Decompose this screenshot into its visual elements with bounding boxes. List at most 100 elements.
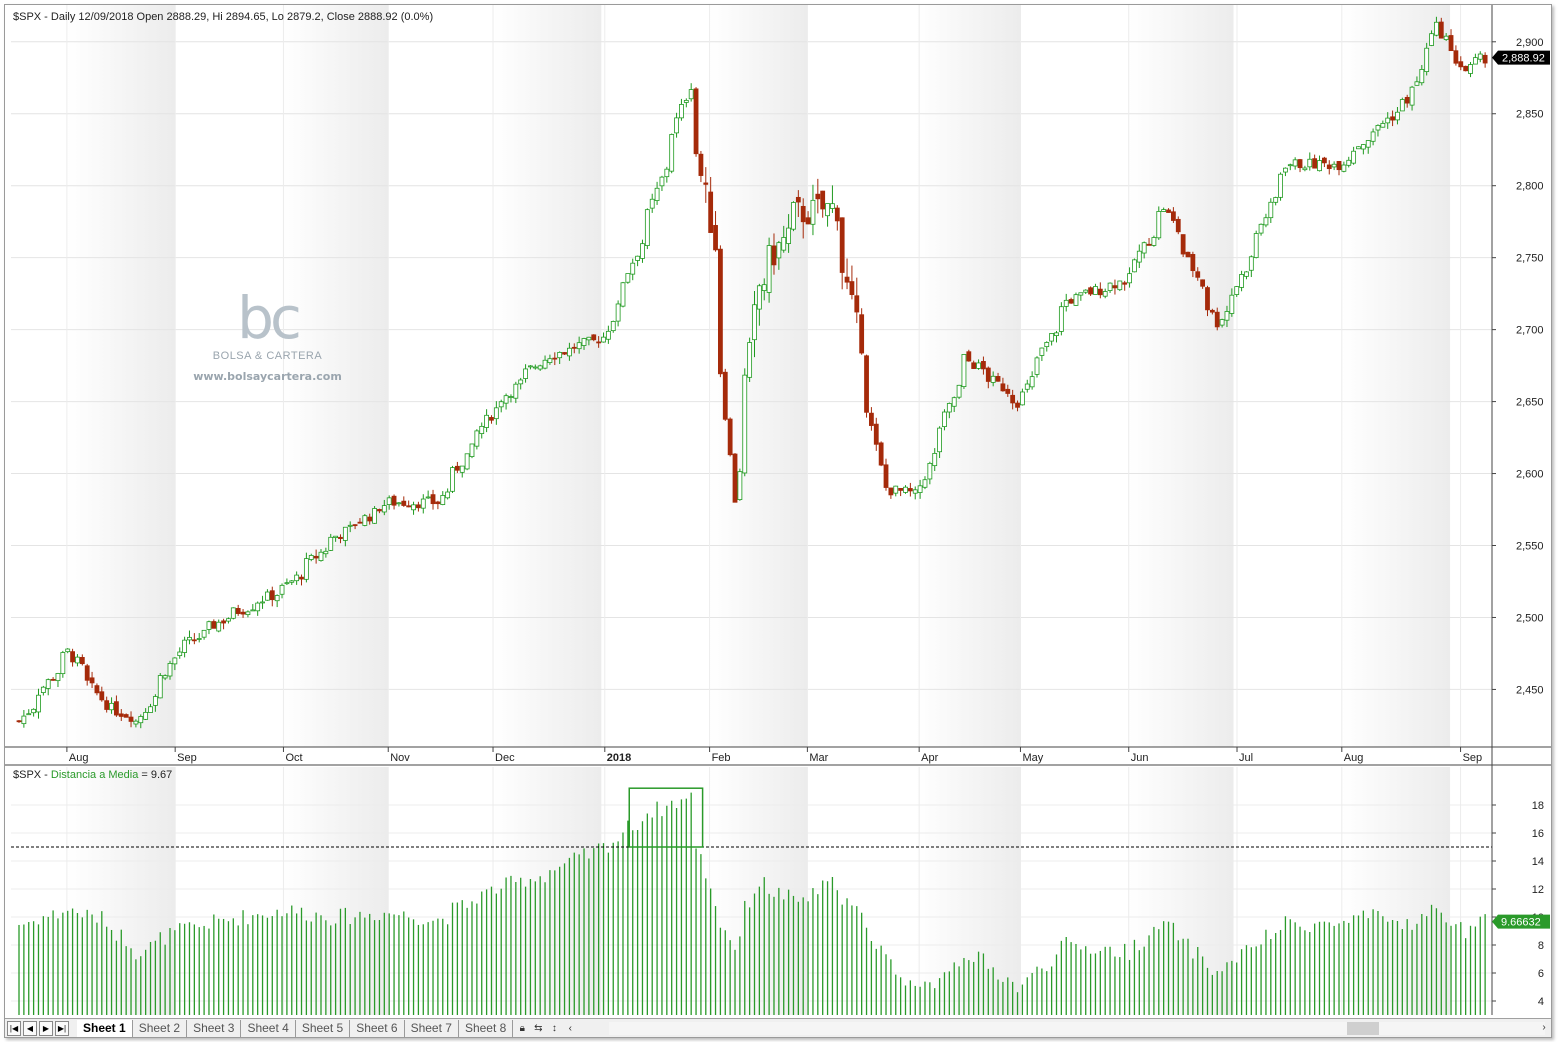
y-tick-label: 2,650 xyxy=(1516,397,1544,409)
candle xyxy=(971,360,977,369)
candle xyxy=(1448,29,1454,52)
month-band xyxy=(279,5,389,747)
candle xyxy=(591,334,597,342)
candle xyxy=(586,336,592,346)
candle xyxy=(1063,293,1069,312)
scrollbar-thumb[interactable] xyxy=(1347,1022,1379,1035)
candle xyxy=(40,685,46,696)
chart-svg: 2,450 2,500 2,550 2,600 2,650 2,700 2,750 2,800… xyxy=(5,5,1551,1015)
tab-sheet-7[interactable]: Sheet 7 xyxy=(405,1020,459,1037)
indicator-value: = 9.67 xyxy=(138,769,172,781)
candle xyxy=(148,703,153,713)
candle xyxy=(508,394,514,403)
prev-sheet-button[interactable]: ◀ xyxy=(23,1021,37,1036)
candle xyxy=(518,377,524,390)
candle xyxy=(206,620,212,635)
sync-cursor-icon[interactable]: ↕ xyxy=(551,1022,557,1034)
candle xyxy=(649,193,655,213)
tab-sheet-6[interactable]: Sheet 6 xyxy=(350,1020,405,1037)
tab-sheet-2[interactable]: Sheet 2 xyxy=(133,1020,188,1037)
candle xyxy=(250,604,256,612)
candle xyxy=(416,501,421,512)
candle xyxy=(532,364,538,370)
candle xyxy=(1190,251,1196,278)
scroll-right-icon[interactable]: › xyxy=(1542,1022,1546,1033)
candle xyxy=(347,521,353,533)
candle xyxy=(1180,234,1186,257)
candle xyxy=(454,461,460,473)
candle xyxy=(464,453,470,471)
candle xyxy=(547,354,553,365)
candle xyxy=(1258,223,1264,236)
candle xyxy=(152,694,158,712)
candle xyxy=(1477,51,1483,63)
candle xyxy=(75,654,80,667)
candle xyxy=(138,714,144,729)
candle xyxy=(1136,244,1142,268)
last-sheet-button[interactable]: ▶| xyxy=(55,1021,69,1036)
lock-icon[interactable]: 🔒︎ xyxy=(519,1022,525,1034)
candle xyxy=(859,308,865,355)
x-tick-label: Oct xyxy=(285,752,302,764)
tab-sheet-4[interactable]: Sheet 4 xyxy=(241,1020,296,1037)
candle xyxy=(318,549,324,562)
candle xyxy=(31,708,37,717)
candle xyxy=(1224,305,1230,328)
candle xyxy=(513,381,519,404)
candle xyxy=(1229,288,1235,317)
candle xyxy=(333,535,339,542)
candle xyxy=(688,83,694,102)
candle xyxy=(795,190,801,217)
candle xyxy=(1253,230,1259,259)
main-chart-title: $SPX - Daily 12/09/2018 Open 2888.29, Hi… xyxy=(13,11,433,23)
candle xyxy=(1453,45,1459,66)
candle xyxy=(1234,286,1240,297)
candle xyxy=(118,709,124,721)
candle xyxy=(377,508,382,514)
candle xyxy=(523,364,528,383)
x-tick-label: Apr xyxy=(921,752,938,764)
candle xyxy=(1195,267,1201,281)
candle xyxy=(1399,97,1405,112)
candle xyxy=(352,524,358,530)
x-tick-label: Sep xyxy=(177,752,197,764)
candle xyxy=(1019,388,1025,406)
candle xyxy=(182,636,188,658)
horizontal-scrollbar[interactable] xyxy=(609,1022,1545,1035)
candle xyxy=(381,499,387,516)
tab-sheet-8[interactable]: Sheet 8 xyxy=(459,1020,514,1037)
candle xyxy=(109,697,114,714)
y-tick-label: 2,700 xyxy=(1516,325,1544,337)
candle xyxy=(679,98,684,121)
next-sheet-button[interactable]: ▶ xyxy=(39,1021,53,1036)
tab-sheet-1[interactable]: Sheet 1 xyxy=(77,1020,133,1037)
y-tick-label: 2,450 xyxy=(1516,684,1544,696)
candle xyxy=(917,479,923,499)
candle xyxy=(386,495,392,510)
scroll-left-icon[interactable]: ‹ xyxy=(568,1022,572,1034)
candle xyxy=(864,354,869,418)
month-band xyxy=(915,5,1021,747)
watermark-url: www.bolsaycartera.com xyxy=(193,370,342,383)
x-tick-label: Jun xyxy=(1131,752,1149,764)
candle xyxy=(1468,61,1473,78)
candle xyxy=(567,342,572,361)
tab-sheet-5[interactable]: Sheet 5 xyxy=(296,1020,351,1037)
candle xyxy=(961,354,967,389)
candle xyxy=(1185,251,1191,258)
candle xyxy=(849,265,855,300)
y-tick-label: 2,500 xyxy=(1516,612,1544,624)
watermark-name: BOLSA & CARTERA xyxy=(212,350,323,362)
candle xyxy=(191,633,197,645)
candle xyxy=(425,490,431,499)
tab-sheet-3[interactable]: Sheet 3 xyxy=(187,1020,242,1037)
candle xyxy=(1434,16,1439,37)
candle xyxy=(265,589,270,601)
candle xyxy=(1317,155,1322,172)
candle xyxy=(70,648,75,667)
candle xyxy=(1360,144,1366,155)
sync-scroll-icon[interactable]: ⇆ xyxy=(534,1022,543,1034)
first-sheet-button[interactable]: |◀ xyxy=(7,1021,21,1036)
candle xyxy=(732,453,738,503)
candle xyxy=(162,674,168,681)
